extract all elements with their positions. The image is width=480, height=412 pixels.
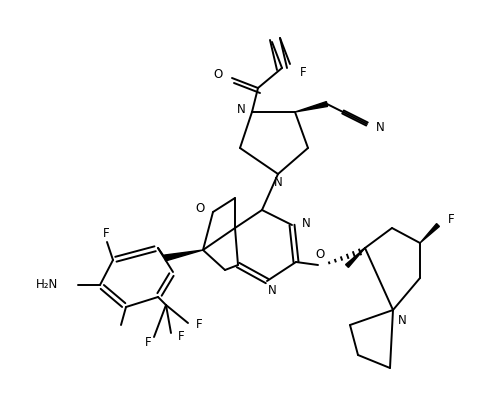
Text: F: F xyxy=(178,330,185,344)
Text: H₂N: H₂N xyxy=(36,279,58,292)
Text: N: N xyxy=(376,120,385,133)
Text: N: N xyxy=(268,285,276,297)
Text: O: O xyxy=(196,201,205,215)
Text: N: N xyxy=(274,176,282,189)
Text: O: O xyxy=(315,248,324,262)
Polygon shape xyxy=(164,250,203,261)
Polygon shape xyxy=(420,224,439,243)
Polygon shape xyxy=(346,248,365,267)
Polygon shape xyxy=(295,102,328,112)
Text: F: F xyxy=(103,227,109,239)
Text: F: F xyxy=(300,66,307,79)
Text: N: N xyxy=(302,216,311,229)
Text: N: N xyxy=(398,314,407,326)
Text: F: F xyxy=(196,318,203,332)
Text: O: O xyxy=(214,68,223,80)
Text: N: N xyxy=(237,103,246,115)
Text: F: F xyxy=(144,337,151,349)
Text: F: F xyxy=(448,213,455,225)
